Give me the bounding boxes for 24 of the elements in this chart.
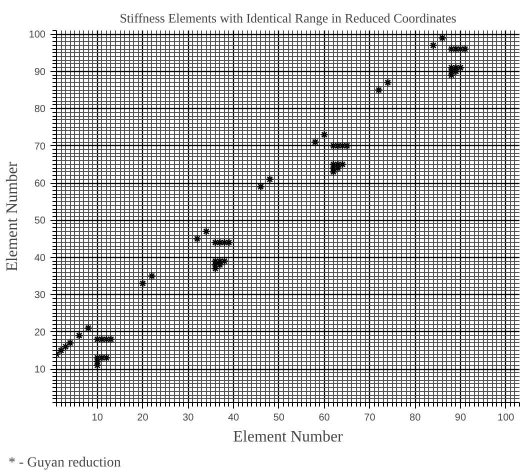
y-tick-label: 20 [34, 327, 46, 338]
y-tick-label: 90 [34, 66, 46, 78]
y-tick-label: 30 [34, 290, 46, 302]
x-tick-label: 50 [273, 412, 285, 424]
x-tick-label: 70 [364, 412, 376, 424]
chart-title: Stiffness Elements with Identical Range in Reduced Coordinates [120, 10, 456, 26]
x-tick-label: 90 [454, 412, 466, 424]
x-tick-label: 80 [410, 412, 422, 424]
y-tick-label: 10 [34, 364, 46, 376]
x-tick-label: 100 [498, 412, 515, 424]
y-tick-label: 80 [34, 104, 46, 116]
y-tick-label: 60 [34, 178, 46, 190]
y-tick-label: 100 [28, 30, 46, 41]
text: * - Guyan reduction [8, 456, 121, 470]
x-tick-label: 60 [318, 412, 330, 424]
x-tick-label: 30 [182, 412, 194, 424]
y-tick-label: 70 [34, 141, 46, 152]
x-tick-label: 20 [137, 412, 149, 424]
x-axis-title: Element Number [233, 428, 344, 446]
x-tick-label: 40 [228, 412, 240, 424]
y-axis-title: Element Number [4, 160, 21, 272]
y-tick-label: 40 [34, 252, 46, 264]
y-tick-label: 50 [34, 216, 46, 227]
x-tick-label: 10 [92, 412, 104, 424]
